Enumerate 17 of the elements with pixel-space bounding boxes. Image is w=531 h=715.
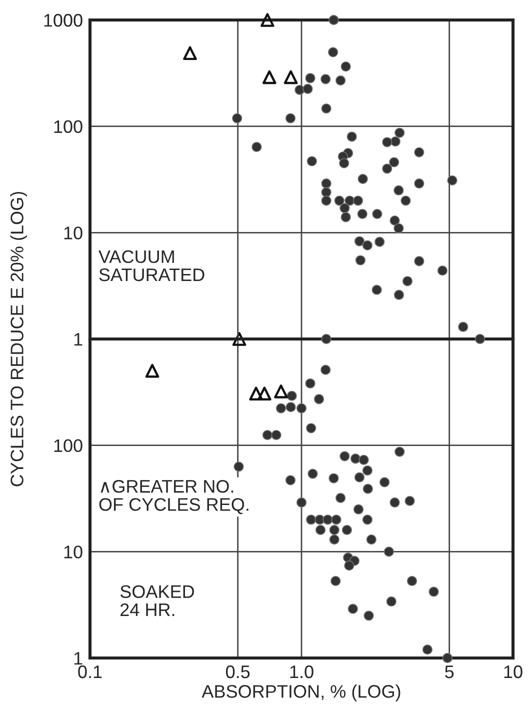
y-tick-label: 1 [74,652,82,665]
y-tick-label: 100 [54,439,82,452]
annotation: VACUUM SATURATED [98,250,204,282]
x-tick-label: 0.5 [226,665,250,678]
x-tick-label: 5 [445,666,454,678]
annotation: ∧GREATER NO. OF CYCLES REQ. [99,480,248,514]
y-tick-label: 10 [64,546,82,558]
x-tick-label: 10 [504,665,522,678]
y-tick-label: 1 [74,333,82,346]
y-tick-label: 1000 [44,14,82,27]
y-tick-label: 10 [64,226,82,240]
annotation: SOAKED 24 HR. [120,585,194,616]
y-axis-title: CYCLES TO REDUCE E 20% (LOG) [10,192,27,486]
x-axis-title: ABSORPTION, % (LOG) [202,684,400,702]
x-tick-label: 1.0 [290,665,314,678]
x-tick-label: 0.1 [78,665,102,678]
y-tick-label: 100 [54,120,82,134]
